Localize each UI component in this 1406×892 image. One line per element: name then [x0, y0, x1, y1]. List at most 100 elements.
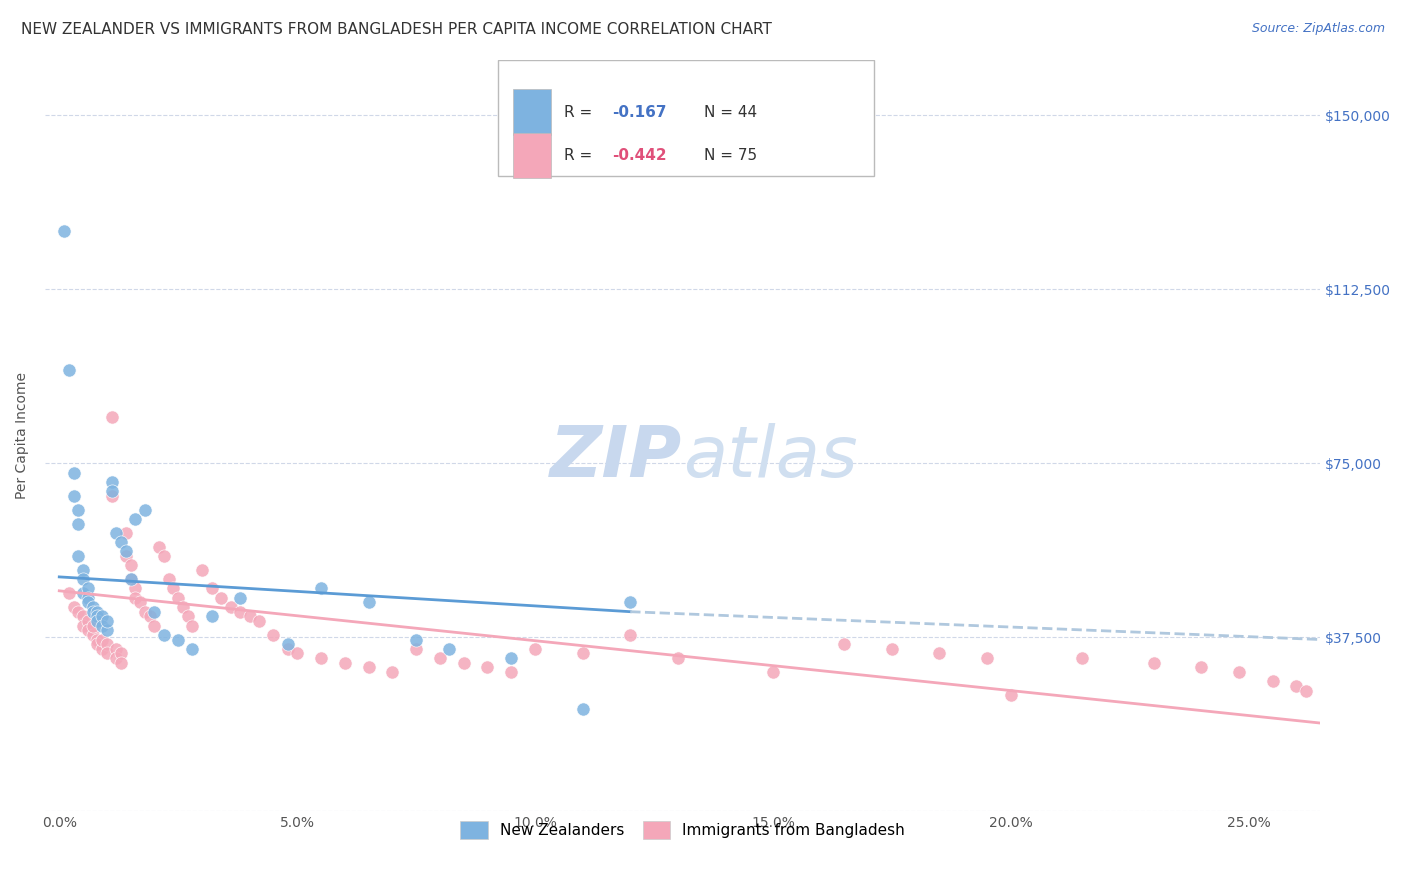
- Point: [86, 637, 108, 651]
- Point: [62, 489, 84, 503]
- Point: [96, 637, 118, 651]
- Text: R =: R =: [564, 104, 598, 120]
- Point: [167, 591, 190, 605]
- FancyBboxPatch shape: [513, 133, 551, 178]
- Point: [110, 656, 132, 670]
- Point: [571, 647, 593, 661]
- Point: [124, 591, 146, 605]
- Point: [277, 637, 299, 651]
- Point: [191, 563, 214, 577]
- Point: [91, 618, 114, 632]
- Point: [82, 618, 104, 632]
- Point: [134, 502, 156, 516]
- Point: [72, 586, 94, 600]
- Point: [333, 656, 356, 670]
- Point: [405, 632, 427, 647]
- Point: [120, 572, 142, 586]
- Point: [277, 641, 299, 656]
- Point: [115, 544, 138, 558]
- Point: [138, 609, 160, 624]
- Point: [501, 651, 523, 665]
- Point: [72, 618, 94, 632]
- Point: [209, 591, 232, 605]
- Point: [381, 665, 404, 679]
- Point: [477, 660, 499, 674]
- Point: [120, 558, 142, 573]
- Point: [1189, 660, 1212, 674]
- Point: [96, 647, 118, 661]
- Point: [157, 572, 180, 586]
- Point: [524, 641, 547, 656]
- Point: [1142, 656, 1164, 670]
- Point: [357, 595, 380, 609]
- Point: [880, 641, 903, 656]
- Point: [110, 647, 132, 661]
- Point: [96, 624, 118, 638]
- Point: [262, 628, 284, 642]
- Point: [143, 605, 166, 619]
- Point: [247, 614, 270, 628]
- Point: [72, 572, 94, 586]
- Point: [172, 600, 194, 615]
- Point: [1295, 683, 1317, 698]
- Point: [76, 591, 98, 605]
- Point: [619, 628, 641, 642]
- Point: [67, 605, 90, 619]
- Point: [58, 363, 80, 377]
- Point: [67, 549, 90, 563]
- Point: [1000, 688, 1022, 702]
- Point: [62, 600, 84, 615]
- Point: [834, 637, 856, 651]
- Point: [82, 628, 104, 642]
- Text: R =: R =: [564, 148, 598, 162]
- Point: [200, 582, 222, 596]
- Point: [100, 484, 122, 499]
- Point: [619, 595, 641, 609]
- Point: [976, 651, 998, 665]
- Point: [501, 665, 523, 679]
- Point: [110, 535, 132, 549]
- Point: [58, 586, 80, 600]
- Point: [82, 605, 104, 619]
- Point: [100, 475, 122, 489]
- Point: [91, 641, 114, 656]
- Point: [167, 632, 190, 647]
- Point: [148, 540, 170, 554]
- FancyBboxPatch shape: [498, 60, 875, 176]
- Text: N = 75: N = 75: [704, 148, 758, 162]
- Point: [100, 489, 122, 503]
- Point: [177, 609, 200, 624]
- Point: [405, 641, 427, 656]
- Point: [1261, 674, 1284, 689]
- Text: ZIP: ZIP: [550, 424, 682, 492]
- Point: [134, 605, 156, 619]
- Point: [181, 618, 204, 632]
- Point: [96, 614, 118, 628]
- Point: [72, 609, 94, 624]
- Point: [86, 614, 108, 628]
- Point: [86, 632, 108, 647]
- Point: [67, 502, 90, 516]
- Point: [162, 582, 184, 596]
- Point: [143, 618, 166, 632]
- Point: [200, 609, 222, 624]
- Point: [100, 409, 122, 424]
- Point: [453, 656, 475, 670]
- Point: [239, 609, 262, 624]
- Point: [105, 651, 128, 665]
- Point: [82, 600, 104, 615]
- Text: -0.442: -0.442: [613, 148, 666, 162]
- Point: [153, 549, 176, 563]
- Point: [285, 647, 308, 661]
- Point: [229, 605, 252, 619]
- Point: [115, 549, 138, 563]
- Point: [72, 563, 94, 577]
- Legend: New Zealanders, Immigrants from Bangladesh: New Zealanders, Immigrants from Banglade…: [454, 815, 911, 845]
- Point: [76, 582, 98, 596]
- Point: [309, 582, 332, 596]
- Point: [1071, 651, 1094, 665]
- Point: [229, 591, 252, 605]
- Text: NEW ZEALANDER VS IMMIGRANTS FROM BANGLADESH PER CAPITA INCOME CORRELATION CHART: NEW ZEALANDER VS IMMIGRANTS FROM BANGLAD…: [21, 22, 772, 37]
- Point: [105, 641, 128, 656]
- Point: [76, 624, 98, 638]
